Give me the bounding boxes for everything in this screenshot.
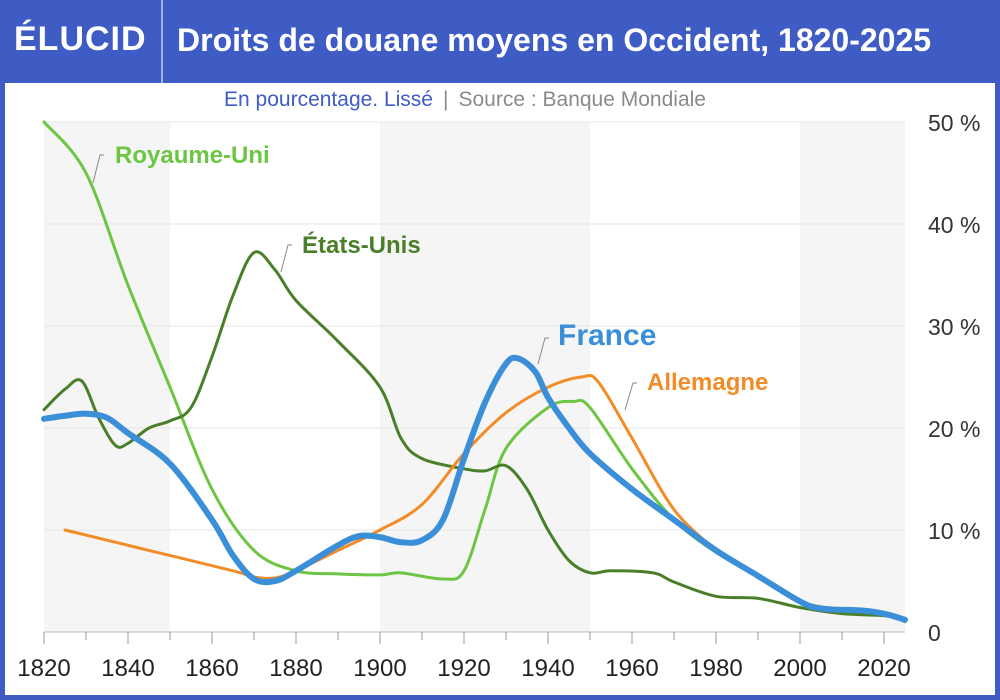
y-tick-label: 0 <box>928 620 941 646</box>
logo: ÉLUCID <box>14 20 147 58</box>
chart-title: Droits de douane moyens en Occident, 182… <box>177 22 932 58</box>
x-tick-label: 1980 <box>689 655 742 682</box>
label-leader-line <box>92 154 104 184</box>
series-label-allemagne: Allemagne <box>647 369 768 396</box>
shaded-period <box>380 122 590 632</box>
x-tick-label: 1940 <box>521 655 574 682</box>
x-tick-label: 2020 <box>857 655 910 682</box>
footer-url: www.elucid.media <box>887 687 968 698</box>
shaded-period <box>44 122 170 632</box>
series-label-royaume-uni: Royaume-Uni <box>115 142 270 169</box>
x-tick-label: 1960 <box>605 655 658 682</box>
label-leader-line <box>280 244 292 273</box>
series-line-etats-unis <box>42 250 907 622</box>
subtitle-separator: | <box>443 88 449 111</box>
y-tick-label: 50 % <box>928 110 980 136</box>
y-tick-label: 10 % <box>928 518 980 544</box>
x-tick-label: 1820 <box>17 655 70 682</box>
series-label-etats-unis: États-Unis <box>302 231 421 259</box>
x-tick-label: 1900 <box>353 655 406 682</box>
label-leader-line <box>537 337 549 365</box>
x-tick-label: 1880 <box>269 655 322 682</box>
x-tick-label: 1840 <box>101 655 154 682</box>
label-leader-line <box>624 382 637 411</box>
header-divider <box>161 0 163 83</box>
y-tick-label: 20 % <box>928 416 980 442</box>
header: ÉLUCID Droits de douane moyens en Occide… <box>0 0 1000 83</box>
series-label-france: France <box>558 319 656 352</box>
shaded-period <box>800 122 905 632</box>
subtitle-text: En pourcentage. Lissé <box>224 88 433 111</box>
series-line-france <box>41 354 908 623</box>
x-tick-label: 1920 <box>437 655 490 682</box>
y-tick-label: 40 % <box>928 212 980 238</box>
x-tick-label: 1860 <box>185 655 238 682</box>
y-tick-label: 30 % <box>928 314 980 340</box>
source-text: Source : Banque Mondiale <box>458 88 706 111</box>
x-tick-label: 2000 <box>773 655 826 682</box>
chart-subtitle: En pourcentage. Lissé | Source : Banque Mo… <box>0 88 930 112</box>
